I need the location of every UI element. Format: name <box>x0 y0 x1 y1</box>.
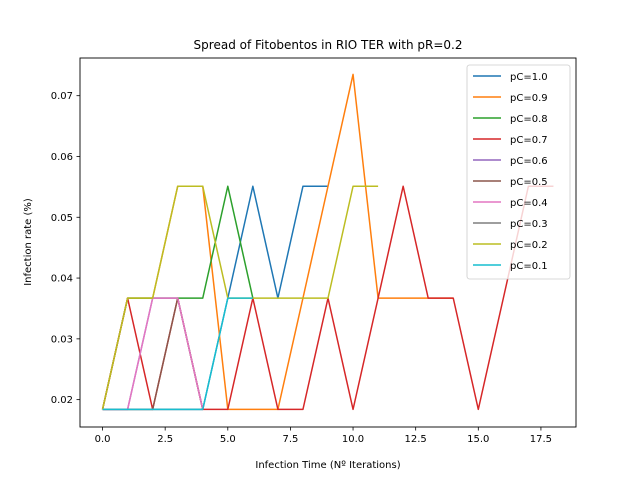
series-layer <box>101 73 554 411</box>
y-axis-label: Infection rate (%) <box>23 198 34 286</box>
x-tick-label: 0.0 <box>95 434 111 445</box>
legend-label: pC=0.9 <box>510 93 548 104</box>
legend-label: pC=0.4 <box>510 198 548 209</box>
legend-label: pC=0.8 <box>510 114 548 125</box>
legend: pC=1.0 pC=0.9 pC=0.8 pC=0.7 pC=0.6 pC=0.5 pC=0… <box>466 64 571 280</box>
x-tick-label: 17.5 <box>530 434 552 445</box>
x-tick-label: 12.5 <box>405 434 427 445</box>
x-tick-label: 2.5 <box>157 434 173 445</box>
x-axis-label: Infection Time (Nº Iterations) <box>255 460 400 471</box>
y-tick-label: 0.06 <box>51 152 73 163</box>
series-line-pC-0-1 <box>102 297 253 411</box>
axes-frame <box>79 57 577 428</box>
x-tick-label: 10.0 <box>342 434 364 445</box>
legend-label: pC=0.5 <box>510 177 548 188</box>
y-tick-label: 0.05 <box>51 213 73 224</box>
y-tick-label: 0.03 <box>51 334 73 345</box>
legend-label: pC=1.0 <box>510 72 548 83</box>
y-tick-label: 0.04 <box>51 274 73 285</box>
legend-label: pC=0.6 <box>510 156 548 167</box>
legend-label: pC=0.1 <box>510 261 548 272</box>
legend-label: pC=0.7 <box>510 135 548 146</box>
x-tick-label: 7.5 <box>282 434 298 445</box>
legend-label: pC=0.2 <box>510 240 548 251</box>
y-tick-label: 0.07 <box>51 91 73 102</box>
x-tick-label: 5.0 <box>220 434 236 445</box>
plot-area <box>79 57 577 428</box>
y-axis: 0.02 0.03 0.04 0.05 0.06 0.07 <box>51 91 80 406</box>
x-axis: 0.0 2.5 5.0 7.5 10.0 12.5 15.0 17.5 <box>95 427 552 445</box>
legend-label: pC=0.3 <box>510 219 548 230</box>
chart-title: Spread of Fitobentos in RIO TER with pR=… <box>194 38 463 52</box>
y-tick-label: 0.02 <box>51 395 73 406</box>
x-tick-label: 15.0 <box>467 434 489 445</box>
